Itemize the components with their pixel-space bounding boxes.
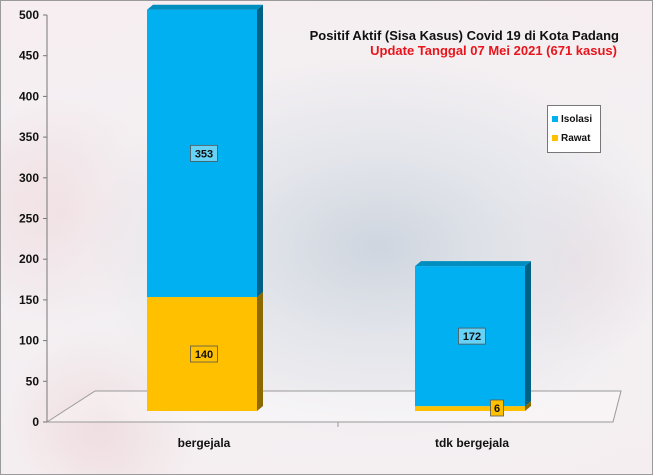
y-tick-label: 200 [19, 252, 39, 266]
bar-side-rawat [525, 401, 531, 411]
chart-title: Positif Aktif (Sisa Kasus) Covid 19 di K… [309, 28, 619, 43]
data-label-box [490, 399, 504, 417]
y-tick-label: 350 [19, 130, 39, 144]
y-tick-label: 450 [19, 49, 39, 63]
bar-side-isolasi [525, 261, 531, 407]
bar-top-face [147, 4, 263, 10]
data-label-box [458, 327, 486, 345]
legend-item-isolasi: Isolasi [552, 112, 592, 126]
data-label-box [190, 345, 218, 363]
y-tick-label: 250 [19, 212, 39, 226]
y-tick-label: 150 [19, 293, 39, 307]
y-tick-label: 500 [19, 8, 39, 22]
bar-segment-rawat [415, 406, 525, 411]
bar-side-isolasi [257, 4, 263, 298]
y-tick-label: 50 [26, 374, 40, 388]
y-tick-label: 100 [19, 334, 39, 348]
y-tick-label: 300 [19, 171, 39, 185]
data-label-box [190, 144, 218, 162]
data-label-rawat: 6 [494, 403, 500, 415]
data-label-rawat: 140 [195, 349, 213, 361]
chart-floor [45, 390, 622, 423]
data-label-isolasi: 172 [463, 331, 481, 343]
legend-label-isolasi: Isolasi [561, 113, 593, 125]
data-label-isolasi: 353 [195, 148, 213, 160]
bar-side-rawat [257, 292, 263, 411]
x-category-label: bergejala [178, 436, 231, 450]
legend-item-rawat: Rawat [552, 131, 590, 145]
y-tick-label: 0 [32, 415, 39, 429]
legend-swatch-isolasi [552, 116, 558, 122]
bar-top-face [415, 261, 531, 267]
x-category-label: tdk bergejala [435, 436, 509, 450]
chart-legend: Isolasi Rawat [547, 105, 601, 153]
legend-swatch-rawat [552, 135, 558, 141]
y-tick-label: 400 [19, 89, 39, 103]
chart-subtitle: Update Tanggal 07 Mei 2021 (671 kasus) [370, 43, 617, 58]
legend-label-rawat: Rawat [561, 132, 591, 144]
